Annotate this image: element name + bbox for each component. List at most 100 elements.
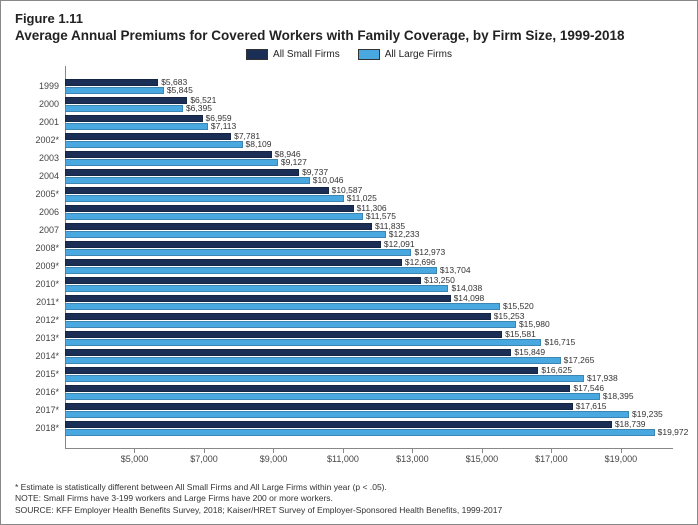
legend-item-small: All Small Firms (246, 49, 340, 60)
bar-label-large: $5,845 (167, 85, 193, 95)
figure-title: Average Annual Premiums for Covered Work… (15, 28, 683, 43)
bar-small (65, 79, 158, 86)
y-tick-label: 2012* (35, 315, 59, 325)
y-tick-label: 2000 (39, 99, 59, 109)
bar-label-small: $18,739 (615, 419, 646, 429)
bar-label-small: $14,098 (454, 293, 485, 303)
bar-large (65, 267, 437, 274)
x-tick-mark (134, 449, 135, 453)
bar-large (65, 321, 516, 328)
bar-small (65, 277, 421, 284)
y-tick-label: 2011* (36, 297, 59, 307)
bar-large (65, 429, 655, 436)
bar-label-large: $9,127 (281, 157, 307, 167)
bar-label-large: $17,938 (587, 373, 618, 383)
bar-small (65, 349, 511, 356)
bar-large (65, 105, 183, 112)
bar-label-small: $12,091 (384, 239, 415, 249)
bar-small (65, 241, 381, 248)
bar-large (65, 177, 310, 184)
y-tick-label: 2005* (35, 189, 59, 199)
bar-label-large: $15,980 (519, 319, 550, 329)
bar-label-large: $12,233 (389, 229, 420, 239)
bar-label-small: $16,625 (541, 365, 572, 375)
legend-item-large: All Large Firms (358, 49, 452, 60)
bar-small (65, 259, 402, 266)
bar-large (65, 141, 243, 148)
x-tick-mark (551, 449, 552, 453)
bar-label-large: $8,109 (246, 139, 272, 149)
bar-label-large: $16,715 (544, 337, 575, 347)
x-tick-label: $15,000 (466, 454, 499, 464)
bar-large (65, 213, 363, 220)
legend: All Small Firms All Large Firms (15, 49, 683, 60)
bar-small (65, 187, 329, 194)
legend-label-small: All Small Firms (273, 49, 340, 60)
x-tick-mark (482, 449, 483, 453)
y-tick-label: 2001 (39, 117, 59, 127)
x-tick-label: $13,000 (396, 454, 429, 464)
bar-small (65, 151, 272, 158)
bar-small (65, 223, 372, 230)
bar-large (65, 87, 164, 94)
y-tick-label: 2015* (35, 369, 59, 379)
bar-label-small: $15,581 (505, 329, 536, 339)
legend-swatch-large (358, 49, 380, 60)
bar-label-large: $13,704 (440, 265, 471, 275)
bar-label-large: $7,113 (211, 121, 236, 131)
y-tick-label: 2008* (35, 243, 59, 253)
x-tick-label: $5,000 (121, 454, 149, 464)
bar-small (65, 169, 299, 176)
bar-small (65, 97, 187, 104)
x-tick-label: $19,000 (605, 454, 638, 464)
bar-large (65, 285, 448, 292)
y-tick-label: 2007 (39, 225, 59, 235)
bar-label-small: $12,696 (405, 257, 436, 267)
bar-small (65, 331, 502, 338)
bar-label-large: $14,038 (451, 283, 482, 293)
bar-small (65, 313, 491, 320)
bar-large (65, 249, 411, 256)
bar-label-large: $17,265 (564, 355, 595, 365)
y-tick-label: 2004 (39, 171, 59, 181)
bar-label-large: $11,025 (347, 193, 377, 203)
x-tick-mark (273, 449, 274, 453)
bar-small (65, 295, 451, 302)
y-tick-label: 2013* (35, 333, 59, 343)
figure-container: Figure 1.11 Average Annual Premiums for … (0, 0, 698, 525)
y-tick-label: 2018* (35, 423, 59, 433)
figure-number: Figure 1.11 (15, 11, 683, 26)
bar-small (65, 115, 203, 122)
bar-large (65, 375, 584, 382)
bar-large (65, 411, 629, 418)
bar-label-large: $6,395 (186, 103, 212, 113)
bar-label-large: $11,575 (366, 211, 396, 221)
x-tick-label: $17,000 (535, 454, 568, 464)
x-tick-mark (343, 449, 344, 453)
bar-small (65, 367, 538, 374)
bar-large (65, 159, 278, 166)
y-axis: 1999200020012002*200320042005*2006200720… (15, 66, 65, 466)
legend-swatch-small (246, 49, 268, 60)
bar-large (65, 303, 500, 310)
x-tick-label: $7,000 (190, 454, 218, 464)
bar-large (65, 339, 541, 346)
bar-small (65, 385, 570, 392)
bar-label-small: $15,849 (514, 347, 545, 357)
bar-label-large: $10,046 (313, 175, 344, 185)
bar-label-small: $17,615 (576, 401, 607, 411)
bar-large (65, 195, 344, 202)
bar-label-large: $19,235 (632, 409, 663, 419)
x-tick-mark (204, 449, 205, 453)
plot-area: $5,683$5,845$6,521$6,395$6,959$7,113$7,7… (65, 66, 673, 448)
bar-small (65, 205, 354, 212)
y-tick-label: 2016* (35, 387, 59, 397)
y-tick-label: 2014* (35, 351, 59, 361)
y-tick-label: 2017* (35, 405, 59, 415)
legend-label-large: All Large Firms (385, 49, 452, 60)
footnotes: * Estimate is statistically different be… (15, 482, 683, 516)
bar-small (65, 421, 612, 428)
bar-large (65, 123, 208, 130)
y-tick-label: 2006 (39, 207, 59, 217)
x-tick-mark (412, 449, 413, 453)
